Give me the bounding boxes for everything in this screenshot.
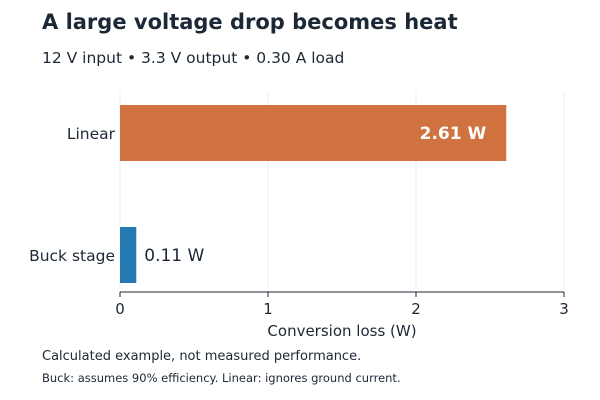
x-tick-label-2: 2	[411, 300, 421, 318]
category-label-linear: Linear	[67, 125, 116, 143]
chart-subtitle: 12 V input • 3.3 V output • 0.30 A load	[42, 49, 345, 67]
value-label-buck-stage: 0.11 W	[144, 246, 204, 266]
x-tick-label-3: 3	[559, 300, 569, 318]
x-axis-label: Conversion loss (W)	[267, 322, 416, 340]
bar-linear	[120, 105, 507, 161]
value-label-linear: 2.61 W	[420, 124, 487, 144]
x-tick-label-1: 1	[263, 300, 273, 318]
bar-buck-stage	[120, 227, 137, 283]
x-tick-label-0: 0	[115, 300, 125, 318]
category-label-buck-stage: Buck stage	[29, 247, 115, 265]
footnote-assumptions: Buck: assumes 90% efficiency. Linear: ig…	[42, 371, 401, 385]
chart-title: A large voltage drop becomes heat	[42, 10, 458, 34]
footnote-disclaimer: Calculated example, not measured perform…	[42, 349, 362, 364]
